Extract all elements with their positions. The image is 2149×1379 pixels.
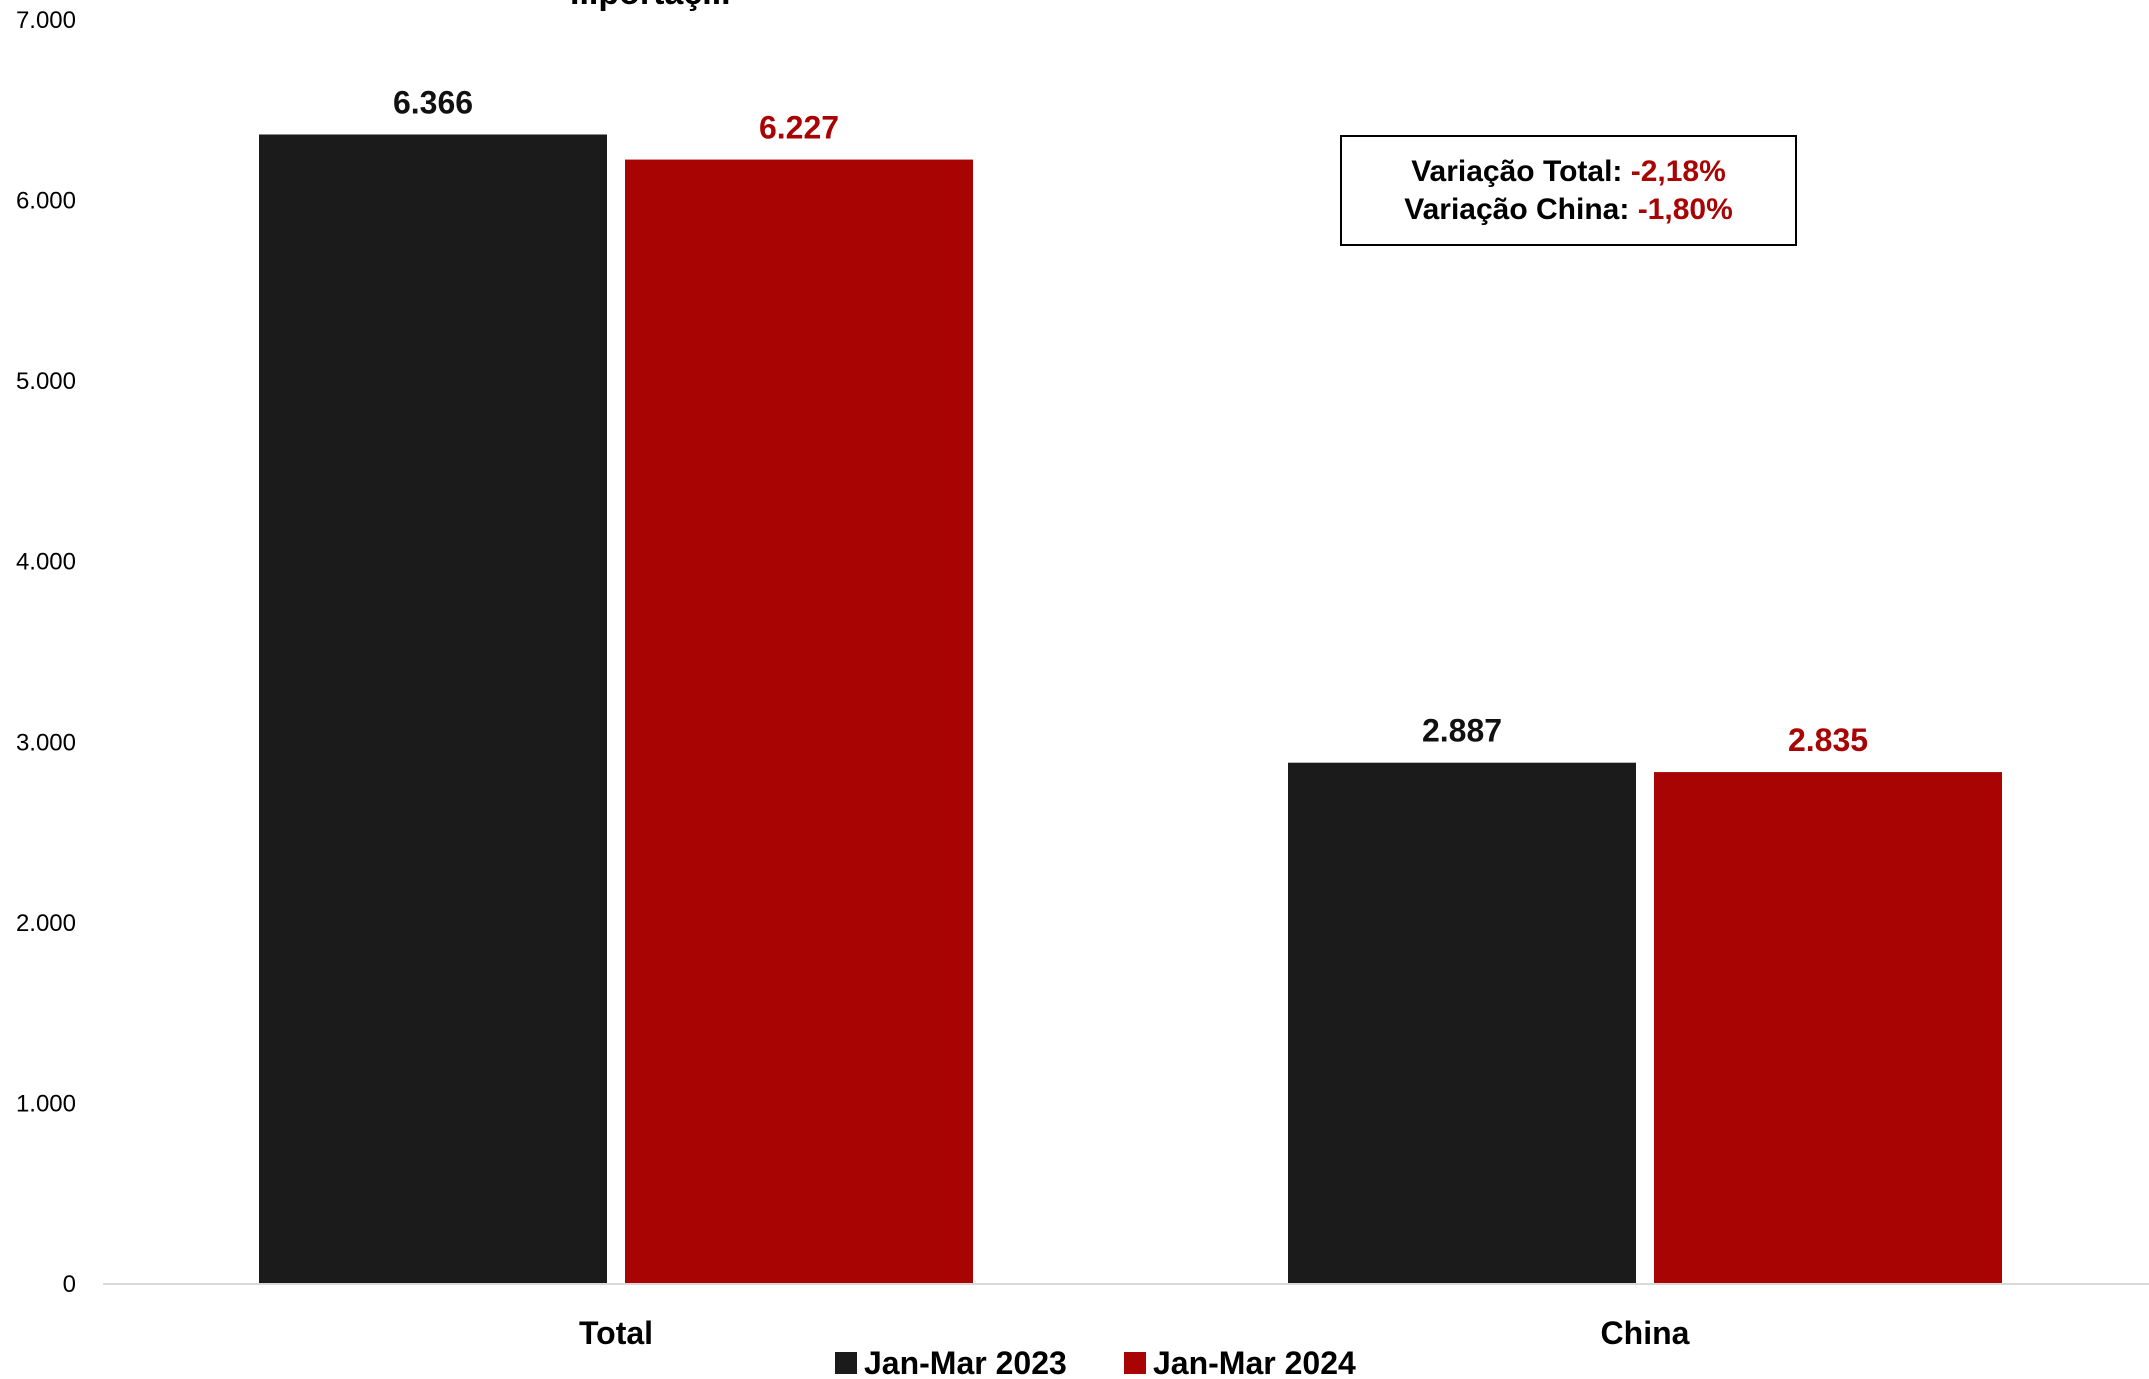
data-label: 6.227 — [759, 110, 839, 146]
variation-china-label: Variação China: — [1404, 192, 1630, 226]
y-tick-label: 3.000 — [16, 729, 76, 756]
variation-total-line: Variação Total: -2,18% — [1411, 155, 1726, 189]
legend-label: Jan-Mar 2024 — [1153, 1345, 1356, 1379]
data-labels-group: 6.366 2.887 6.227 2.835 — [393, 84, 1868, 758]
x-axis-labels: Total China — [579, 1315, 1690, 1351]
bar — [1288, 762, 1636, 1284]
data-label: 2.887 — [1422, 713, 1502, 749]
y-axis-ticks: 0 1.000 2.000 3.000 4.000 5.000 6.000 7.000 — [16, 7, 76, 1298]
variation-china-value: -1,80% — [1637, 192, 1733, 226]
variation-total-label: Variação Total: — [1411, 154, 1623, 188]
y-tick-label: 6.000 — [16, 188, 76, 215]
chart-title: ...portaç... — [570, 0, 731, 12]
y-tick-label: 5.000 — [16, 368, 76, 395]
bars-group — [259, 134, 2002, 1285]
y-tick-label: 7.000 — [16, 7, 76, 34]
data-label: 2.835 — [1788, 722, 1868, 758]
y-tick-label: 2.000 — [16, 910, 76, 937]
x-category-label: Total — [579, 1315, 653, 1351]
y-tick-label: 4.000 — [16, 549, 76, 576]
data-label: 6.366 — [393, 84, 473, 120]
y-tick-label: 0 — [63, 1271, 76, 1298]
variation-total-value: -2,18% — [1630, 154, 1726, 188]
y-tick-label: 1.000 — [16, 1090, 76, 1117]
legend-swatch — [1124, 1352, 1146, 1374]
variation-annotation-box: Variação Total: -2,18% Variação China: -… — [1340, 135, 1797, 246]
legend-label: Jan-Mar 2023 — [864, 1345, 1067, 1379]
x-category-label: China — [1601, 1315, 1690, 1351]
bar — [1654, 772, 2002, 1284]
bar — [625, 159, 973, 1285]
bar — [259, 134, 607, 1284]
variation-china-line: Variação China: -1,80% — [1404, 193, 1733, 227]
legend: Jan-Mar 2023 Jan-Mar 2024 — [835, 1345, 1356, 1379]
legend-swatch — [835, 1352, 857, 1374]
